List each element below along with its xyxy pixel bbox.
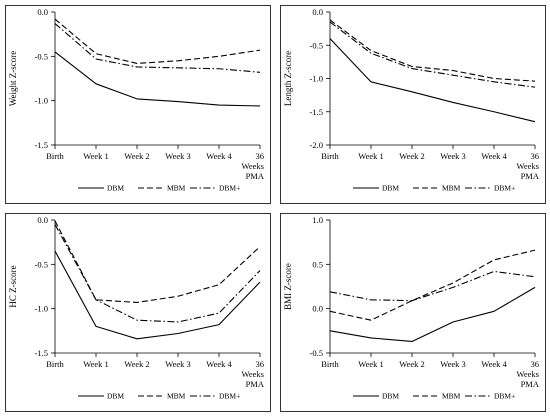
length-zscore-chart: 0.0 -0.5 -1.0 -1.5 -2.0 Length Z-score Birth We… (275, 0, 550, 208)
legend-label: DBM (382, 184, 399, 193)
series-line-dbm-plus (54, 23, 261, 73)
series-line-dbm (54, 51, 261, 107)
weight-zscore-chart: 0.0 -0.5 -1.0 -1.5 Weight Z-score Birth Week 1… (0, 0, 275, 208)
x-tick-label: 36 Weeks PMA (517, 151, 540, 181)
x-tick-label: Week 2 (399, 359, 425, 369)
x-tick-label: Week 4 (481, 151, 507, 161)
legend-label: DBM (107, 184, 124, 193)
legend-label: DBM+ (219, 184, 240, 193)
chart-svg: 0.0 -0.5 -1.0 -1.5 -2.0 Length Z-score Birth We… (280, 5, 546, 204)
y-axis-label: Weight Z-score (8, 51, 18, 107)
y-tick-label: -1.0 (310, 74, 323, 84)
series-line-dbm-plus (54, 224, 261, 323)
y-tick-label: 0.0 (37, 215, 48, 225)
x-tick-label: Week 2 (124, 151, 150, 161)
series-line-mbm (329, 249, 536, 321)
legend-label: MBM (167, 184, 186, 193)
x-tick-label: Week 4 (206, 151, 232, 161)
x-tick-label: Birth (46, 359, 64, 369)
y-tick-label: -0.5 (35, 51, 48, 61)
x-tick-label: Week 3 (440, 359, 466, 369)
y-tick-label: -1.5 (35, 348, 48, 358)
legend-label: DBM (382, 392, 399, 401)
chart-svg: 0.0 -0.5 -1.0 -1.5 Weight Z-score Birth Week 1… (5, 5, 271, 204)
y-tick-label: 0.0 (312, 304, 323, 314)
panel-frame (5, 213, 271, 412)
x-tick-label: Week 1 (358, 359, 384, 369)
x-tick-label: Week 1 (83, 151, 109, 161)
x-tick-label: Week 1 (83, 359, 109, 369)
y-tick-label: -0.5 (310, 40, 323, 50)
x-tick-label: 36 Weeks PMA (242, 359, 265, 389)
y-tick-label: -1.0 (35, 304, 48, 314)
legend-label: DBM+ (219, 392, 240, 401)
x-tick-label: Week 1 (358, 151, 384, 161)
series-line-mbm (54, 18, 261, 64)
y-tick-label: -2.0 (310, 140, 323, 150)
x-tick-label: Week 4 (481, 359, 507, 369)
panel-frame (280, 213, 546, 412)
chart-svg: 0.0 -0.5 -1.0 -1.5 HC Z-score Birth Week 1 Week… (5, 213, 271, 412)
series-line-dbm (329, 38, 536, 123)
x-tick-label: Week 3 (440, 151, 466, 161)
series-line-dbm-plus (329, 21, 536, 88)
y-axis-label: BMI Z-score (283, 263, 293, 310)
legend-label: MBM (442, 392, 461, 401)
legend-label: MBM (167, 392, 186, 401)
x-tick-label: Week 4 (206, 359, 232, 369)
y-tick-label: -0.5 (35, 259, 48, 269)
y-tick-label: -1.5 (35, 140, 48, 150)
x-tick-label: Birth (321, 151, 339, 161)
x-tick-label: 36 Weeks PMA (242, 151, 265, 181)
y-tick-label: -0.5 (310, 348, 323, 358)
series-line-mbm (54, 220, 261, 304)
hc-zscore-chart: 0.0 -0.5 -1.0 -1.5 HC Z-score Birth Week 1 Week… (0, 208, 275, 416)
bmi-zscore-chart: 1.0 0.5 0.0 -0.5 BMI Z-score Birth Week 1 Week … (275, 208, 550, 416)
chart-svg: 1.0 0.5 0.0 -0.5 BMI Z-score Birth Week 1 Week … (280, 213, 546, 412)
series-line-dbm (54, 250, 261, 340)
y-tick-label: -1.5 (310, 107, 323, 117)
legend-label: DBM+ (494, 392, 515, 401)
series-line-dbm-plus (329, 270, 536, 302)
x-tick-label: 36 Weeks PMA (517, 359, 540, 389)
series-line-dbm (329, 286, 536, 343)
panel-frame (5, 5, 271, 204)
x-tick-label: Birth (46, 151, 64, 161)
y-tick-label: 0.5 (312, 259, 323, 269)
y-axis-label: Length Z-score (283, 51, 293, 106)
x-tick-label: Birth (321, 359, 339, 369)
panel-frame (280, 5, 546, 204)
x-tick-label: Week 3 (165, 359, 191, 369)
y-tick-label: 1.0 (312, 215, 323, 225)
legend-label: DBM+ (494, 184, 515, 193)
x-tick-label: Week 2 (124, 359, 150, 369)
legend-label: DBM (107, 392, 124, 401)
y-tick-label: 0.0 (312, 7, 323, 17)
y-axis-label: HC Z-score (8, 265, 18, 307)
x-tick-label: Week 3 (165, 151, 191, 161)
y-tick-label: -1.0 (35, 96, 48, 106)
y-tick-label: 0.0 (37, 7, 48, 17)
legend-label: MBM (442, 184, 461, 193)
series-line-mbm (329, 19, 536, 82)
x-tick-label: Week 2 (399, 151, 425, 161)
